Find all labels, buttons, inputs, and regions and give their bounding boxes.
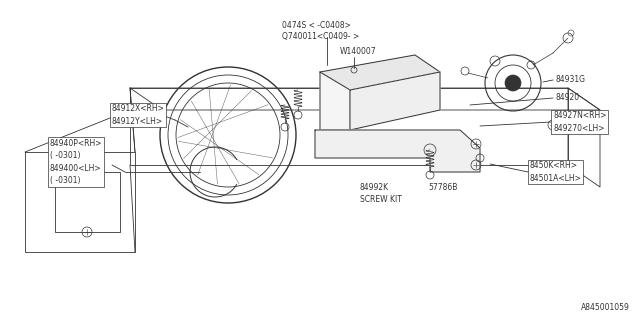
Polygon shape	[320, 72, 350, 130]
Text: 84927N<RH>
849270<LH>: 84927N<RH> 849270<LH>	[553, 111, 607, 133]
Text: 84920: 84920	[555, 93, 579, 102]
Text: 84992K: 84992K	[360, 183, 389, 193]
Text: 0474S < -C0408>: 0474S < -C0408>	[282, 20, 351, 29]
Text: 84912X<RH>
84912Y<LH>: 84912X<RH> 84912Y<LH>	[112, 104, 165, 126]
Text: 84931G: 84931G	[555, 76, 585, 84]
Polygon shape	[350, 72, 440, 130]
Polygon shape	[315, 130, 480, 172]
Text: W140007: W140007	[340, 47, 376, 57]
Text: SCREW KIT: SCREW KIT	[360, 196, 402, 204]
Text: A845001059: A845001059	[581, 303, 630, 312]
Polygon shape	[320, 55, 440, 90]
Circle shape	[505, 75, 521, 91]
Text: 8450K<RH>
84501A<LH>: 8450K<RH> 84501A<LH>	[530, 161, 582, 183]
Text: Q740011<C0409- >: Q740011<C0409- >	[282, 31, 359, 41]
Text: 84940P<RH>
( -0301)
849400<LH>
( -0301): 84940P<RH> ( -0301) 849400<LH> ( -0301)	[50, 139, 102, 185]
Text: 57786B: 57786B	[428, 183, 458, 193]
